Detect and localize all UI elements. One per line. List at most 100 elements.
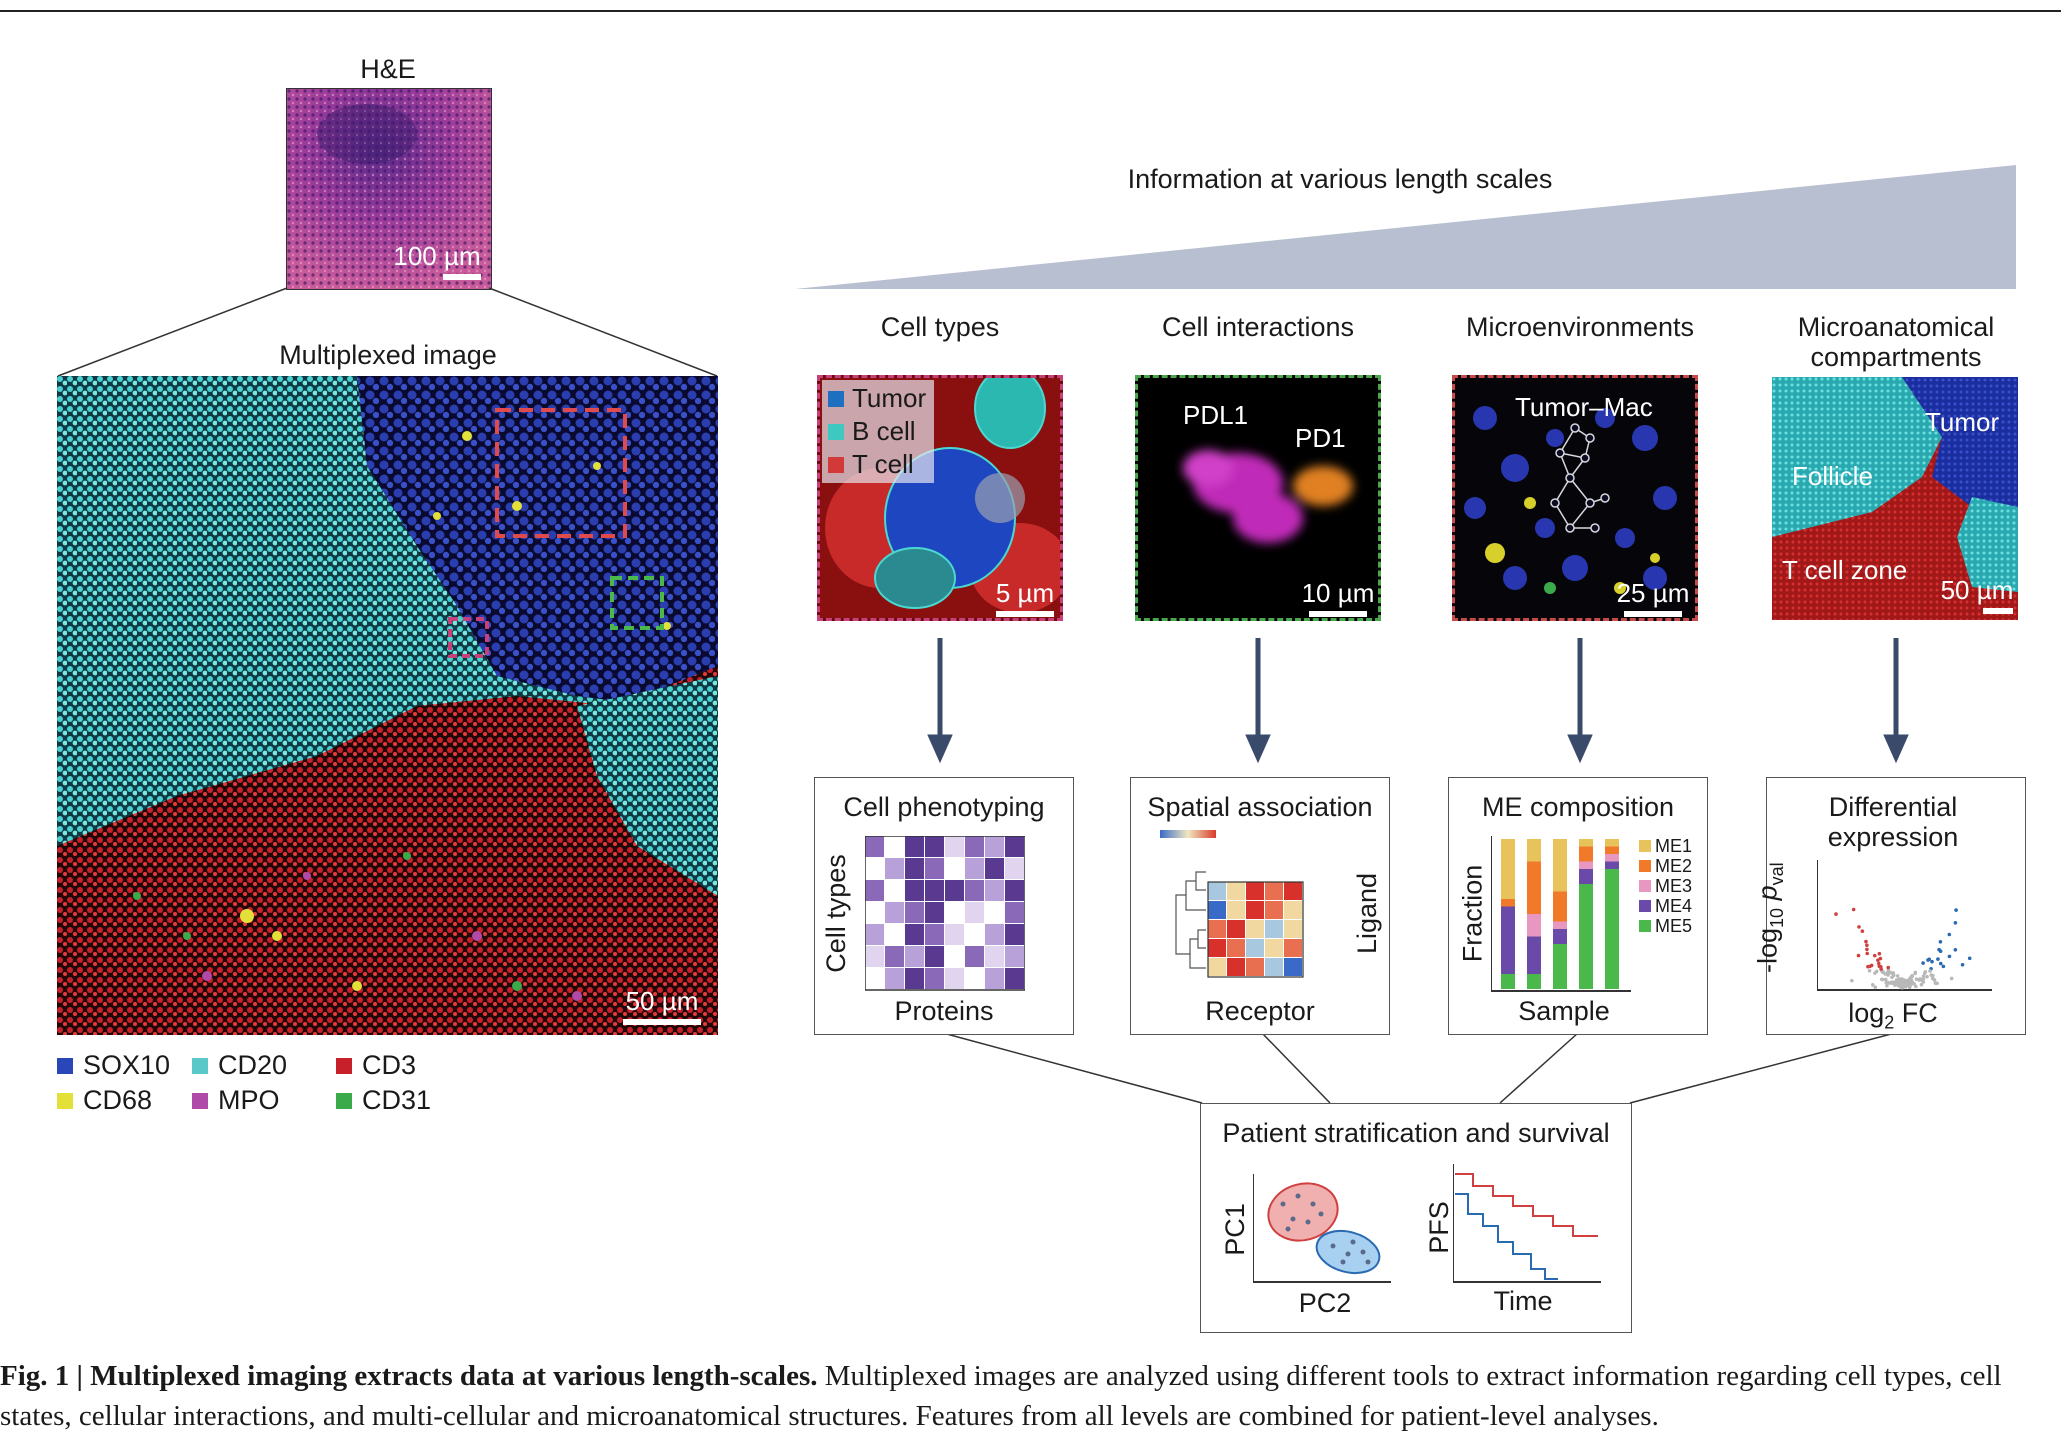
- heatmap-cell: [1005, 946, 1024, 967]
- legend-swatch: [192, 1092, 208, 1109]
- legend-swatch: [336, 1057, 352, 1074]
- heatmap-cell: [925, 836, 944, 857]
- spatial-heatmap: [1160, 830, 1304, 978]
- volcano-point: [1885, 980, 1890, 985]
- me-composition-title: ME composition: [1481, 792, 1675, 822]
- volcano-point: [1967, 956, 1972, 961]
- patient-panel: Patient stratification and survival PC2 …: [1200, 1103, 1632, 1333]
- heatmap-cell: [865, 924, 884, 945]
- cell-types-image: Tumor B cell T cell 5 µm: [817, 375, 1063, 621]
- heatmap-cell: [985, 968, 1004, 989]
- heatmap-cell: [1227, 901, 1245, 919]
- heatmap-cell: [945, 836, 964, 857]
- col-title-microanatomical-1: Microanatomical: [1797, 312, 1995, 342]
- legend-item-b-cell: B cell: [828, 415, 926, 448]
- heatmap-cell: [1265, 920, 1283, 938]
- volcano-point: [1921, 974, 1926, 978]
- heatmap-cell: [865, 968, 884, 989]
- heatmap-cell: [1265, 882, 1283, 900]
- heatmap-cell: [925, 924, 944, 945]
- volcano-point: [1865, 951, 1870, 956]
- volcano-point: [1865, 943, 1869, 948]
- volcano-point: [1876, 958, 1880, 962]
- me-bar-segment: [1579, 884, 1593, 989]
- cell-phenotyping-panel: Cell phenotyping Proteins Cell types: [814, 777, 1074, 1035]
- heatmap-cell: [965, 946, 984, 967]
- top-rule: [0, 10, 2061, 12]
- km-curve-high: [1455, 1173, 1598, 1237]
- me-legend-item: ME4: [1639, 896, 1692, 916]
- me-legend: ME1 ME2 ME3 ME4 ME5: [1639, 836, 1692, 936]
- legend-swatch: [57, 1092, 73, 1109]
- pca-plot: [1253, 1174, 1391, 1283]
- me-legend-item: ME1: [1639, 836, 1692, 856]
- me-bar-segment: [1527, 839, 1541, 862]
- heatmap-cell: [945, 858, 964, 879]
- heatmap-cell: [1227, 920, 1245, 938]
- cell-phenotyping-title: Cell phenotyping: [843, 792, 1045, 822]
- volcano-point: [1938, 939, 1943, 944]
- heatmap-cell: [1227, 939, 1245, 957]
- volcano-point: [1873, 985, 1878, 990]
- heatmap-cell: [1005, 924, 1024, 945]
- cell-phenotyping-xlabel: Proteins: [894, 996, 994, 1026]
- me-bar-segment: [1527, 936, 1541, 974]
- legend-item-t-cell: T cell: [828, 448, 926, 481]
- heatmap-cell: [1265, 939, 1283, 957]
- volcano-point: [1883, 977, 1888, 982]
- heatmap-cell: [1208, 958, 1226, 976]
- legend-item-cd68: CD68: [57, 1085, 152, 1116]
- volcano-point: [1953, 947, 1958, 952]
- heatmap-cell: [1246, 958, 1264, 976]
- volcano-point: [1864, 939, 1868, 944]
- legend-swatch: [828, 457, 844, 473]
- heatmap-cell: [865, 902, 884, 923]
- volcano-point: [1885, 983, 1889, 988]
- km-curve-low: [1455, 1193, 1558, 1280]
- de-ylabel: -log10 pval: [1752, 862, 1788, 974]
- heatmap-cell: [925, 968, 944, 989]
- microanatomical-graphic: [1772, 377, 2018, 620]
- pd1-label: PD1: [1295, 423, 1346, 453]
- km-ylabel: PFS: [1423, 1201, 1454, 1254]
- heatmap-cell: [865, 880, 884, 901]
- multiplex-title: Multiplexed image: [279, 340, 497, 370]
- legend-swatch: [1639, 860, 1651, 872]
- heatmap-cell: [905, 880, 924, 901]
- volcano-point: [1834, 912, 1838, 916]
- microanatomical-scale-bar: [1983, 608, 2013, 614]
- phenotyping-heatmap: [865, 836, 1025, 991]
- volcano-point: [1914, 984, 1918, 989]
- volcano-point: [1870, 983, 1875, 987]
- heatmap-cell: [1265, 901, 1283, 919]
- multiplex-tissue-graphic: [57, 376, 718, 1035]
- patient-title: Patient stratification and survival: [1222, 1118, 1610, 1148]
- heatmap-cell: [905, 924, 924, 945]
- he-image: 100 µm: [286, 88, 492, 290]
- microanatomical-scale-label: 50 µm: [1940, 575, 2014, 605]
- heatmap-cell: [1284, 882, 1302, 900]
- legend-item-mpo: MPO: [192, 1085, 280, 1116]
- heatmap-cell: [985, 858, 1004, 879]
- me-bar-segment: [1553, 921, 1567, 929]
- heatmap-cell: [905, 858, 924, 879]
- follicle-label: Follicle: [1792, 461, 1873, 491]
- volcano-point: [1947, 932, 1952, 937]
- volcano-point: [1917, 978, 1922, 982]
- microenvironments-graphic: [1464, 406, 1677, 594]
- multiplex-scale-label: 50 µm: [625, 986, 699, 1016]
- legend-swatch: [192, 1057, 208, 1074]
- heatmap-cell: [1246, 901, 1264, 919]
- legend-swatch: [828, 391, 844, 407]
- volcano-point: [1925, 974, 1929, 979]
- volcano-point: [1880, 977, 1884, 982]
- microenvironments-image: Tumor–Mac 25 µm: [1452, 375, 1698, 621]
- heatmap-cell: [945, 946, 964, 967]
- cell-types-scale-label: 5 µm: [995, 578, 1055, 608]
- me-composition-ylabel: Fraction: [1457, 864, 1488, 963]
- volcano-point: [1921, 980, 1926, 984]
- volcano-point: [1850, 978, 1854, 983]
- heatmap-cell: [985, 836, 1004, 857]
- volcano-point: [1895, 974, 1900, 978]
- legend-swatch: [1639, 880, 1651, 892]
